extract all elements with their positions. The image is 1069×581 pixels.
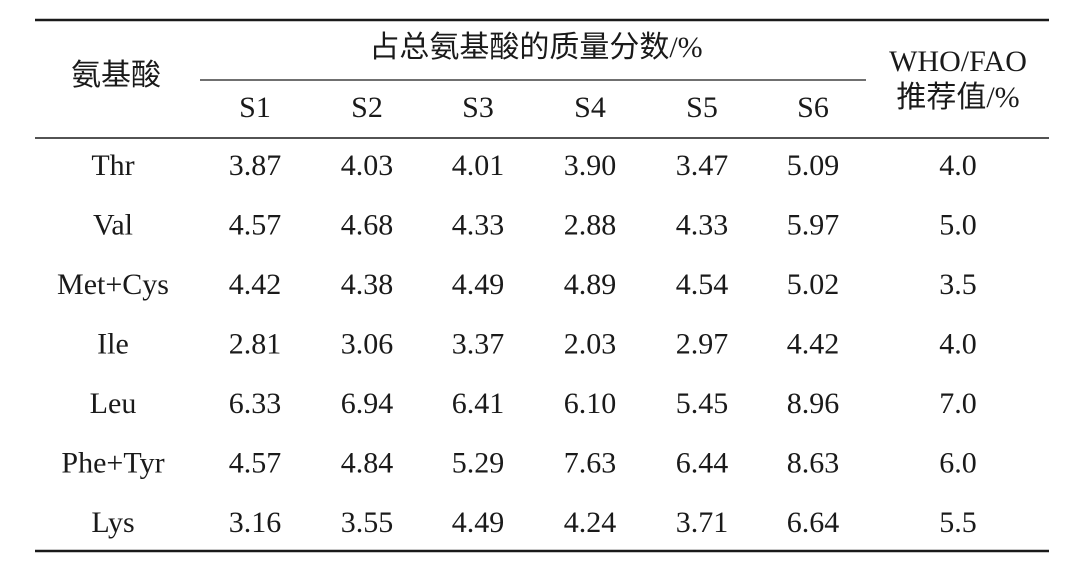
cell: 5.0 bbox=[939, 208, 977, 241]
sample-header: S4 bbox=[574, 91, 606, 124]
group-header: 占总氨基酸的质量分数/% bbox=[369, 31, 702, 64]
cell: 4.0 bbox=[939, 149, 977, 182]
row-label: Lys bbox=[91, 506, 134, 539]
cell: 4.42 bbox=[787, 327, 840, 360]
cell: 4.33 bbox=[452, 208, 505, 241]
cell: 4.42 bbox=[229, 268, 282, 301]
last-header: WHO/FAO bbox=[889, 45, 1027, 78]
row-label: Phe+Tyr bbox=[61, 446, 164, 479]
cell: 4.57 bbox=[229, 446, 282, 479]
cell: 6.33 bbox=[229, 387, 282, 420]
cell: 4.54 bbox=[676, 268, 729, 301]
cell: 6.64 bbox=[787, 506, 840, 539]
cell: 3.16 bbox=[229, 506, 282, 539]
cell: 2.03 bbox=[564, 327, 617, 360]
cell: 5.5 bbox=[939, 506, 977, 539]
cell: 5.09 bbox=[787, 149, 840, 182]
row-label: Thr bbox=[91, 149, 134, 182]
cell: 7.63 bbox=[564, 446, 617, 479]
sample-header: S3 bbox=[462, 91, 494, 124]
cell: 3.87 bbox=[229, 149, 282, 182]
cell: 4.0 bbox=[939, 327, 977, 360]
cell: 4.89 bbox=[564, 268, 617, 301]
cell: 4.33 bbox=[676, 208, 729, 241]
cell: 7.0 bbox=[939, 387, 977, 420]
cell: 3.37 bbox=[452, 327, 505, 360]
cell: 4.01 bbox=[452, 149, 505, 182]
cell: 3.55 bbox=[341, 506, 394, 539]
cell: 6.94 bbox=[341, 387, 394, 420]
cell: 4.49 bbox=[452, 268, 505, 301]
cell: 4.24 bbox=[564, 506, 617, 539]
cell: 3.71 bbox=[676, 506, 729, 539]
sample-header: S5 bbox=[686, 91, 718, 124]
cell: 6.10 bbox=[564, 387, 617, 420]
cell: 4.68 bbox=[341, 208, 394, 241]
cell: 6.0 bbox=[939, 446, 977, 479]
cell: 3.06 bbox=[341, 327, 394, 360]
cell: 4.49 bbox=[452, 506, 505, 539]
cell: 3.5 bbox=[939, 268, 977, 301]
cell: 2.88 bbox=[564, 208, 617, 241]
cell: 5.29 bbox=[452, 446, 505, 479]
row-label: Met+Cys bbox=[57, 268, 169, 301]
cell: 4.38 bbox=[341, 268, 394, 301]
last-header: 推荐值/% bbox=[896, 81, 1019, 114]
cell: 8.96 bbox=[787, 387, 840, 420]
row-label: Val bbox=[93, 208, 133, 241]
row-label: Leu bbox=[90, 387, 137, 420]
cell: 3.90 bbox=[564, 149, 617, 182]
cell: 3.47 bbox=[676, 149, 729, 182]
cell: 6.44 bbox=[676, 446, 729, 479]
cell: 2.97 bbox=[676, 327, 729, 360]
cell: 4.84 bbox=[341, 446, 394, 479]
cell: 5.45 bbox=[676, 387, 729, 420]
first-header: 氨基酸 bbox=[71, 59, 161, 92]
sample-header: S1 bbox=[239, 91, 271, 124]
cell: 4.03 bbox=[341, 149, 394, 182]
cell: 2.81 bbox=[229, 327, 282, 360]
sample-header: S2 bbox=[351, 91, 383, 124]
cell: 5.97 bbox=[787, 208, 840, 241]
cell: 8.63 bbox=[787, 446, 840, 479]
sample-header: S6 bbox=[797, 91, 829, 124]
cell: 4.57 bbox=[229, 208, 282, 241]
cell: 5.02 bbox=[787, 268, 840, 301]
row-label: Ile bbox=[97, 327, 129, 360]
cell: 6.41 bbox=[452, 387, 505, 420]
